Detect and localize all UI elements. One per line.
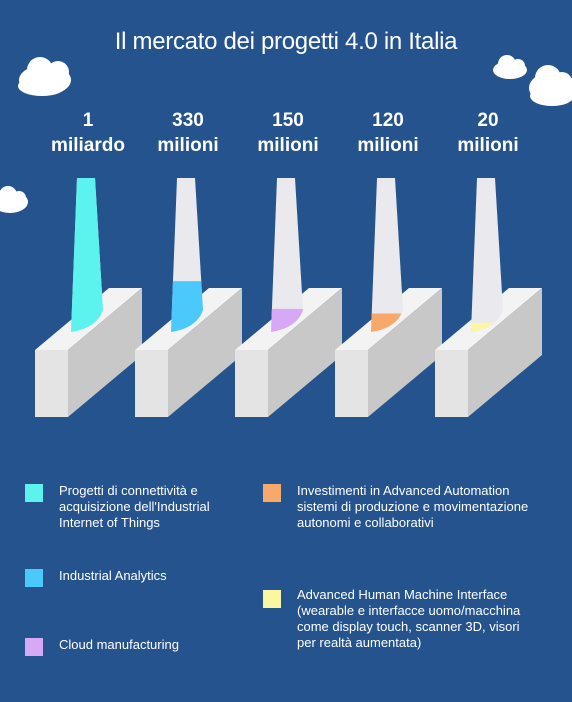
factory-block-front [435, 350, 468, 417]
value-label-number: 330 [172, 110, 204, 131]
factory-group [35, 178, 542, 417]
legend-swatch [263, 590, 281, 608]
value-labels: 1 miliardo 330 milioni 150 milioni 120 milioni 2… [51, 110, 519, 156]
value-label-number: 1 [83, 110, 94, 131]
value-label-unit: milioni [357, 135, 418, 156]
legend-swatch [25, 569, 43, 587]
legend-swatch [25, 484, 43, 502]
factory-block-side [268, 288, 342, 417]
cloud-icon [529, 65, 572, 106]
factory-4 [335, 178, 442, 417]
value-label-unit: milioni [457, 135, 518, 156]
factory-3 [235, 178, 342, 417]
factory-block-side [168, 288, 242, 417]
legend-item-human-machine-interface: Advanced Human Machine Interface (wearab… [263, 587, 563, 651]
factory-block-front [235, 350, 268, 417]
chimney [271, 178, 303, 332]
factory-block-front [135, 350, 168, 417]
legend-item-cloud-manufacturing: Cloud manufacturing [25, 637, 240, 656]
value-label-number: 120 [372, 110, 404, 131]
factory-block-side [368, 288, 442, 417]
legend-swatch [263, 484, 281, 502]
legend-label: Progetti di connettività e acquisizione … [59, 483, 210, 530]
factory-block-side [68, 288, 142, 417]
legend-label: Investimenti in Advanced Automation sist… [297, 483, 529, 530]
value-label-unit: miliardo [51, 135, 125, 156]
legend-label: Advanced Human Machine Interface (wearab… [297, 587, 521, 650]
legend-swatch [25, 638, 43, 656]
value-label-number: 20 [477, 110, 498, 131]
factory-block-front [335, 350, 368, 417]
factory-1 [35, 178, 142, 417]
value-label-number: 150 [272, 110, 304, 131]
legend-item-advanced-automation: Investimenti in Advanced Automation sist… [263, 483, 563, 531]
clouds [0, 55, 572, 213]
cloud-icon [493, 55, 527, 79]
chimney [471, 178, 503, 332]
value-label-unit: milioni [157, 135, 218, 156]
legend-item-industrial-analytics: Industrial Analytics [25, 568, 240, 587]
factory-5 [435, 178, 542, 417]
legend-label: Industrial Analytics [59, 568, 167, 583]
factory-block-side [468, 288, 542, 417]
chimney [371, 178, 403, 332]
cloud-icon [18, 57, 71, 96]
value-label-unit: milioni [257, 135, 318, 156]
factory-block-front [35, 350, 68, 417]
page-title: Il mercato dei progetti 4.0 in Italia [114, 28, 458, 55]
cloud-icon [0, 186, 28, 213]
legend-item-connettivita: Progetti di connettività e acquisizione … [25, 483, 240, 531]
legend-label: Cloud manufacturing [59, 637, 179, 652]
factory-2 [135, 178, 242, 417]
chimney-fill-bar [71, 178, 103, 332]
